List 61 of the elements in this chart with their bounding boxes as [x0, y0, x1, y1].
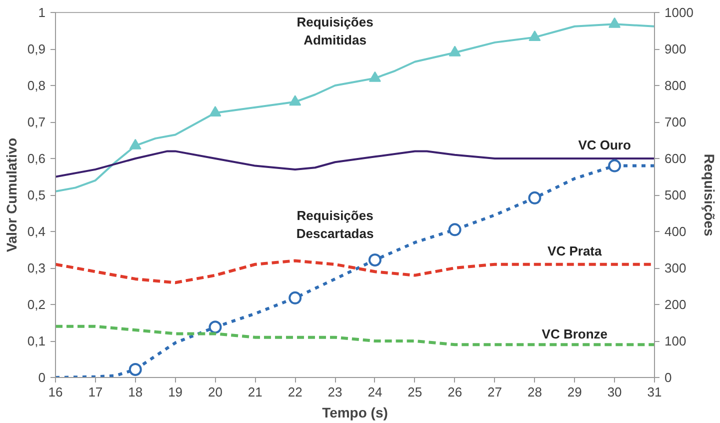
y-tick-label: 0,9: [27, 42, 46, 56]
y-tick-label: 0,4: [27, 224, 46, 239]
x-tick-label: 31: [647, 384, 662, 400]
x-tick-label: 28: [527, 384, 542, 400]
x-tick-label: 25: [408, 384, 422, 400]
y2-tick-label: 300: [664, 260, 686, 276]
point: [608, 17, 621, 28]
y2-tick-label: 800: [664, 78, 686, 93]
y-tick-label: 0,3: [27, 260, 46, 276]
y2-tick-label: 700: [664, 114, 686, 130]
y-tick-label: 0,2: [27, 297, 46, 312]
point: [448, 46, 461, 56]
y-tick-label: 0: [38, 370, 46, 385]
point: [129, 138, 142, 150]
y2-tick-label: 600: [664, 151, 686, 166]
y2-tick-label: 200: [664, 297, 686, 312]
x-tick-label: 26: [448, 384, 462, 400]
y2-tick-label: 900: [664, 42, 686, 56]
x-tick-label: 22: [288, 384, 302, 400]
line-series: [56, 150, 654, 178]
y-axis-title: Valor Cumulativo: [3, 138, 20, 252]
point: [289, 95, 302, 106]
series-label: VC Prata: [548, 243, 602, 258]
x-axis-title: Tempo (s): [322, 404, 388, 420]
x-tick-label: 21: [248, 384, 262, 400]
y-tick-label: 0,7: [27, 114, 46, 130]
y-tick-label: 0,1: [27, 334, 46, 348]
y2-tick-label: 500: [664, 188, 686, 202]
x-tick-label: 17: [88, 384, 103, 400]
point: [368, 253, 382, 266]
series-label: Requisições Descartadas: [296, 208, 374, 241]
point: [288, 291, 302, 304]
y-tick-label: 1: [38, 5, 46, 20]
y2-tick-label: 0: [664, 370, 672, 385]
x-tick-label: 18: [128, 384, 143, 400]
point: [528, 191, 542, 204]
point: [448, 223, 462, 236]
x-tick-label: 19: [168, 384, 183, 400]
point: [608, 159, 622, 172]
y2-tick-label: 1000: [664, 5, 694, 20]
x-tick-label: 27: [488, 384, 502, 400]
text: Requisições Admitidas: [296, 14, 374, 48]
point: [528, 30, 541, 41]
x-tick-label: 30: [607, 384, 622, 400]
series-label: VC Bronze: [542, 326, 608, 342]
point: [128, 362, 142, 376]
y-tick-label: 0,6: [27, 151, 46, 166]
x-tick-label: 16: [48, 384, 63, 400]
x-tick-label: 23: [328, 384, 342, 400]
point: [368, 71, 381, 82]
y2-tick-label: 100: [664, 334, 686, 348]
point: [208, 320, 222, 334]
y2-tick-label: 400: [664, 224, 686, 239]
y-tick-label: 0,8: [27, 78, 46, 93]
point: [209, 106, 222, 117]
x-tick-label: 24: [368, 384, 382, 400]
y2-axis-title: Requisições: [701, 154, 718, 236]
x-tick-label: 29: [567, 384, 582, 400]
series-label: VC Ouro: [578, 138, 631, 152]
x-tick-label: 20: [208, 384, 222, 400]
y-tick-label: 0,5: [27, 188, 46, 202]
